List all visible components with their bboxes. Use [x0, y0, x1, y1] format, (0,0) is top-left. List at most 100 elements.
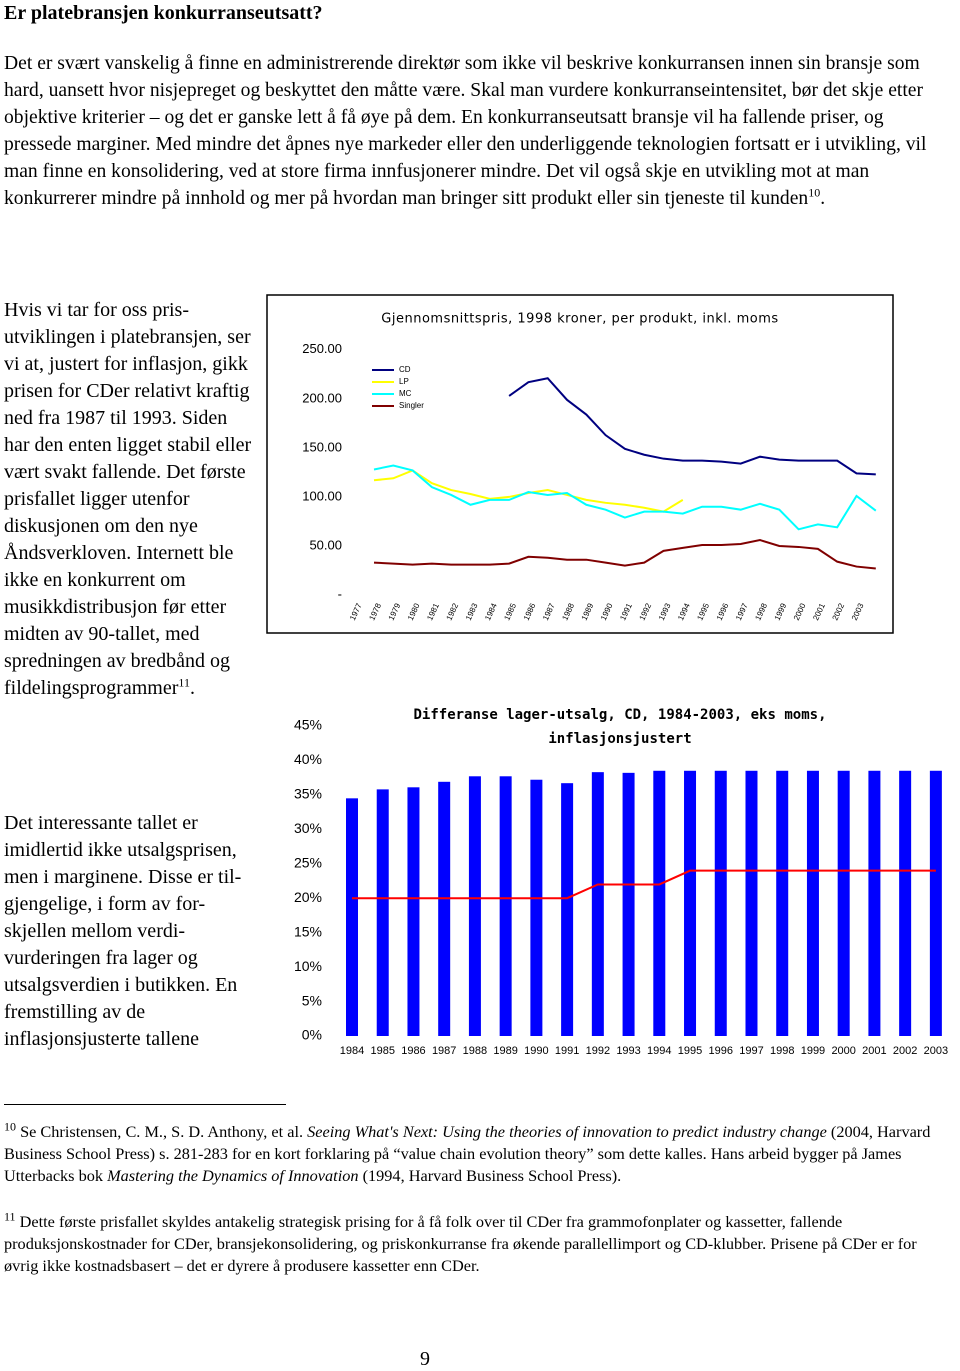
- y-tick-label: 30%: [294, 820, 322, 836]
- x-tick-label: 1988: [560, 601, 576, 621]
- x-tick-label: 1995: [695, 601, 711, 621]
- text: (1994, Harvard Business School Press).: [358, 1166, 622, 1185]
- bar: [745, 770, 758, 1036]
- x-tick-label: 1996: [715, 601, 731, 621]
- footnote: 10 Se Christensen, C. M., S. D. Anthony,…: [4, 1121, 954, 1187]
- x-tick-label: 1998: [770, 1045, 794, 1057]
- line-series: [352, 869, 936, 900]
- column-paragraph: Hvis vi tar for oss pris-utviklingen i p…: [4, 297, 254, 702]
- x-tick-label: 1994: [676, 601, 692, 621]
- bar: [899, 770, 912, 1036]
- bar: [438, 781, 451, 1036]
- x-tick-label: 1990: [524, 1045, 548, 1057]
- bar: [806, 770, 819, 1036]
- text: Seeing What's Next: Using the theories o…: [307, 1122, 827, 1141]
- y-tick-label: 35%: [294, 786, 322, 802]
- bar: [407, 787, 420, 1036]
- chart-frame: [266, 294, 894, 634]
- x-tick-label: 1990: [599, 601, 615, 621]
- x-tick-label: 1980: [406, 601, 422, 621]
- x-tick-label: 1987: [432, 1045, 456, 1057]
- text: (2004, Harvard Business School Press) s.…: [4, 1122, 931, 1185]
- x-tick-label: 1997: [734, 601, 750, 621]
- bar: [684, 770, 697, 1036]
- y-tick-label: 15%: [294, 923, 322, 939]
- intro-paragraph: Det er svært vanskelig å finne en admini…: [4, 50, 949, 212]
- x-tick-label: 1985: [370, 1045, 394, 1057]
- x-tick-label: 2002: [893, 1045, 917, 1057]
- x-tick-label: 1978: [367, 601, 383, 621]
- bar: [561, 783, 574, 1036]
- x-tick-label: 1986: [522, 601, 538, 621]
- text: Dette første prisfallet skyldes antakeli…: [4, 1212, 917, 1275]
- page-number: 9: [420, 1348, 430, 1370]
- x-tick-label: 1994: [647, 1045, 671, 1057]
- x-tick-label: 1979: [387, 601, 403, 621]
- y-tick-label: 0%: [302, 1027, 322, 1043]
- y-tick-label: 150.00: [302, 439, 342, 454]
- x-tick-label: 1997: [739, 1045, 763, 1057]
- y-tick-label: 5%: [302, 992, 322, 1008]
- x-tick-label: 1993: [616, 1045, 640, 1057]
- x-tick-label: 1998: [753, 601, 769, 621]
- y-tick-label: 250.00: [302, 341, 342, 356]
- x-tick-label: 1989: [580, 601, 596, 621]
- x-tick-label: 1999: [801, 1045, 825, 1057]
- x-tick-label: 1995: [678, 1045, 702, 1057]
- text: .: [820, 188, 826, 209]
- x-tick-label: 1987: [541, 601, 557, 621]
- bar: [468, 776, 481, 1036]
- x-tick-label: 2000: [831, 1045, 855, 1057]
- x-tick-label: 2001: [811, 601, 827, 621]
- y-tick-label: 10%: [294, 958, 322, 974]
- x-tick-label: 1982: [445, 601, 461, 621]
- x-tick-label: 1977: [348, 601, 364, 621]
- x-tick-label: 2001: [862, 1045, 886, 1057]
- x-tick-label: 1984: [483, 601, 499, 621]
- y-tick-label: 100.00: [302, 488, 342, 503]
- y-tick-label: 25%: [294, 854, 322, 870]
- legend-label: LP: [399, 377, 409, 386]
- bar: [346, 798, 358, 1036]
- bar: [622, 772, 635, 1036]
- legend-label: CD: [399, 365, 411, 374]
- x-tick-label: 1999: [773, 601, 789, 621]
- chart-title: Differanse lager-utsalg, CD, 1984-2003, …: [413, 707, 827, 747]
- x-tick-label: 1991: [555, 1045, 579, 1057]
- footnote-rule: [4, 1104, 286, 1105]
- text: Mastering the Dynamics of Innovation: [107, 1166, 359, 1185]
- y-tick-label: -: [338, 586, 342, 601]
- line-series: [508, 377, 876, 476]
- bar: [376, 789, 389, 1036]
- x-tick-label: 2003: [924, 1045, 948, 1057]
- x-tick-label: 1991: [618, 601, 634, 621]
- x-tick-label: 2000: [792, 601, 808, 621]
- heading: Er platebransjen konkurranseutsatt?: [4, 2, 323, 24]
- line-series: [373, 464, 877, 531]
- x-tick-label: 1996: [709, 1045, 733, 1057]
- chart-title: Gjennomsnittspris, 1998 kroner, per prod…: [381, 312, 778, 327]
- y-tick-label: 20%: [294, 889, 322, 905]
- x-tick-label: 1992: [586, 1045, 610, 1057]
- x-tick-label: 1986: [401, 1045, 425, 1057]
- y-tick-label: 50.00: [309, 537, 342, 552]
- x-tick-label: 1992: [638, 601, 654, 621]
- bar: [591, 772, 604, 1036]
- bar: [776, 770, 789, 1036]
- bar: [868, 770, 881, 1036]
- note-ref: 10: [808, 185, 821, 200]
- bar: [714, 770, 727, 1036]
- line-series: [373, 539, 876, 570]
- footnote-number: 10: [4, 1119, 16, 1134]
- footnote: 11 Dette første prisfallet skyldes antak…: [4, 1211, 954, 1277]
- footnote-number: 11: [4, 1209, 16, 1224]
- x-tick-label: 1983: [464, 601, 480, 621]
- bar: [499, 776, 512, 1036]
- text: Hvis vi tar for oss pris-utviklingen i p…: [4, 299, 252, 699]
- bar: [653, 770, 666, 1036]
- x-tick-label: 1989: [493, 1045, 517, 1057]
- bar: [929, 770, 942, 1036]
- text: Det er svært vanskelig å finne en admini…: [4, 53, 927, 209]
- x-tick-label: 1988: [463, 1045, 487, 1057]
